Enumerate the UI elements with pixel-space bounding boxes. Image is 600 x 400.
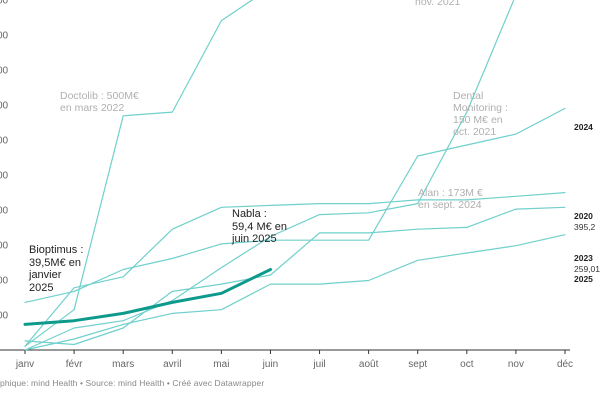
series-line-3	[24, 234, 566, 351]
series-line-1	[24, 206, 566, 346]
series-lines	[23, 0, 566, 351]
x-tick-label: déc	[557, 359, 573, 370]
x-tick-label: avril	[163, 359, 181, 370]
annotation-alan: Alan : 173M € en sept. 2024	[418, 187, 483, 211]
y-tick-label: 00	[0, 276, 9, 287]
annotation-nabla: Nabla : 59,4 M€ en juin 2025	[232, 208, 288, 245]
y-tick-label: 00	[0, 0, 9, 7]
y-tick-label: 00	[0, 31, 9, 42]
series-line-6	[24, 192, 566, 347]
end-value-2020: 395,2	[574, 222, 596, 232]
x-tick-label: sept	[408, 359, 427, 370]
x-tick-label: mars	[112, 359, 134, 370]
x-tick-label: juin	[262, 359, 279, 370]
x-tick-label: août	[359, 359, 379, 370]
x-tick-label: mai	[213, 359, 229, 370]
x-tick-label: oct	[460, 359, 474, 370]
end-label-2025: 2025	[574, 274, 593, 284]
x-tick-label: nov	[508, 359, 524, 370]
series-line-4	[24, 0, 515, 351]
annotation-bioptimus: Bioptimus : 39,5M€ en janvier 2025	[29, 244, 84, 294]
y-tick-label: 00	[0, 311, 9, 322]
end-label-2024: 2024	[574, 122, 593, 132]
end-label-2020: 2020	[574, 211, 593, 221]
x-tick-label: juil	[312, 359, 325, 370]
end-value-2023: 259,01	[574, 264, 600, 274]
annotation-dental-monitoring: Dental Monitoring : 150 M€ en oct. 2021	[453, 90, 508, 138]
series-line-2025	[23, 268, 272, 326]
x-tick-label: févr	[66, 359, 83, 370]
y-axis-ticks: 00 00 00 00 00 00 00 00 00 00	[0, 0, 9, 322]
annotation-nov-2021: nov. 2021	[415, 0, 461, 8]
x-axis-ticks: janv févr mars avril mai juin juil août sept oct n…	[15, 350, 573, 370]
chart-footer: phique: mind Health • Source: mind Healt…	[0, 378, 265, 388]
series-line-5	[24, 0, 254, 347]
y-tick-label: 00	[0, 136, 9, 147]
y-tick-label: 00	[0, 66, 9, 77]
series-line-2	[24, 107, 566, 303]
y-tick-label: 00	[0, 206, 9, 217]
y-tick-label: 00	[0, 171, 9, 182]
x-tick-label: janv	[15, 359, 34, 370]
annotation-doctolib: Doctolib : 500M€ en mars 2022	[60, 90, 139, 114]
y-tick-label: 00	[0, 241, 9, 252]
y-tick-label: 00	[0, 101, 9, 112]
end-label-2023: 2023	[574, 253, 593, 263]
